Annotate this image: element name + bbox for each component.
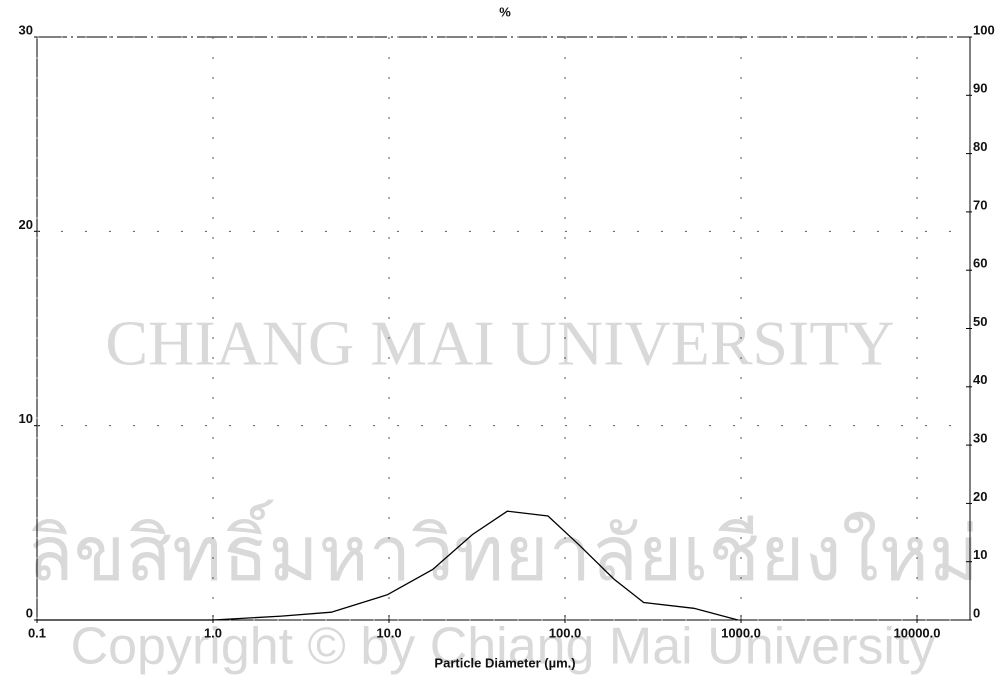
- y2-tick-label: 20: [973, 489, 987, 504]
- x-tick-label: 1.0: [204, 625, 222, 640]
- y2-tick-label: 80: [973, 139, 987, 154]
- x-tick-label: 1000.0: [721, 625, 761, 640]
- x-tick-label: 0.1: [28, 625, 46, 640]
- y2-tick-label: 100: [973, 22, 995, 37]
- y2-tick-label: 70: [973, 197, 987, 212]
- y-tick-label: 20: [19, 217, 33, 232]
- chart-title: %: [499, 4, 511, 19]
- y2-tick-label: 10: [973, 547, 987, 562]
- x-tick-label: 100.0: [549, 625, 582, 640]
- y2-tick-label: 0: [973, 605, 980, 620]
- chart: CHIANG MAI UNIVERSITY ลิขสิทธิ์มหาวิทยาล…: [0, 0, 1007, 675]
- x-tick-label: 10.0: [376, 625, 401, 640]
- y2-tick-label: 60: [973, 256, 987, 271]
- x-axis-label: Particle Diameter (µm.): [434, 655, 575, 670]
- y-tick-label: 30: [19, 22, 33, 37]
- x-tick-label: 10000.0: [894, 625, 941, 640]
- y2-tick-label: 90: [973, 81, 987, 96]
- watermark-arc: CHIANG MAI UNIVERSITY: [105, 308, 894, 379]
- y2-tick-label: 40: [973, 372, 987, 387]
- y-tick-label: 10: [19, 411, 33, 426]
- y2-tick-label: 30: [973, 431, 987, 446]
- y-tick-label: 0: [26, 605, 33, 620]
- y2-tick-label: 50: [973, 314, 987, 329]
